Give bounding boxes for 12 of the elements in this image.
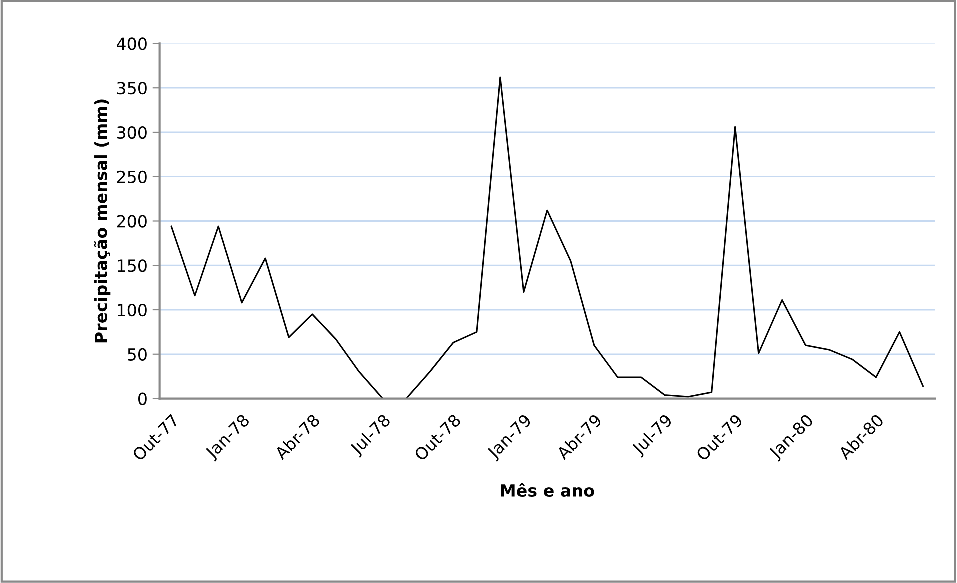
y-tick-label: 50	[128, 348, 147, 361]
y-axis-title: Precipitação mensal (mm)	[94, 100, 111, 343]
y-tick-label: 0	[138, 392, 147, 406]
y-tick-label: 200	[117, 215, 147, 228]
y-tick-label: 300	[117, 126, 147, 140]
y-tick-label: 150	[118, 260, 147, 272]
y-tick-label: 250	[117, 170, 147, 184]
line-series	[170, 76, 924, 399]
y-tick-label: 350	[117, 82, 147, 95]
y-tick-label: 400	[117, 38, 147, 50]
x-axis-title: Mês e ano	[501, 483, 594, 498]
y-tick-label: 100	[118, 304, 147, 317]
